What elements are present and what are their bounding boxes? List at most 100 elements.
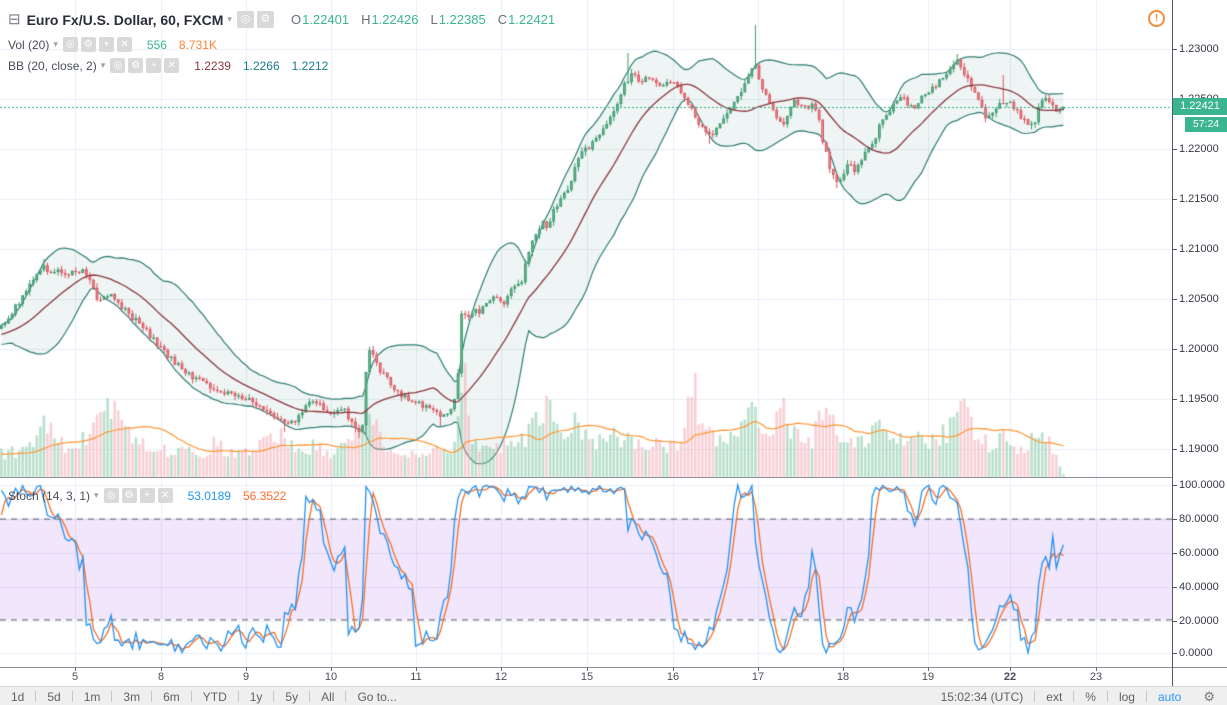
price-axis-tick: 1.19000 bbox=[1173, 443, 1219, 455]
range-button-1m[interactable]: 1m bbox=[83, 689, 101, 704]
chevron-down-icon[interactable]: ▾ bbox=[94, 490, 99, 500]
price-axis-tick: 1.20000 bbox=[1173, 343, 1219, 355]
time-axis-label: 15 bbox=[580, 671, 594, 683]
toolbar-divider bbox=[111, 691, 113, 702]
pane-separator[interactable] bbox=[0, 477, 1227, 478]
time-tick-mark bbox=[1010, 667, 1011, 671]
plus-icon[interactable]: + bbox=[98, 37, 114, 52]
collapse-pane-icon[interactable]: ⊟ bbox=[8, 10, 21, 28]
high-label: H bbox=[361, 12, 371, 27]
price-axis-tick: 0.0000 bbox=[1173, 647, 1213, 659]
stoch-k-value: 53.0189 bbox=[187, 488, 231, 503]
time-tick-mark bbox=[587, 667, 588, 671]
gear-icon[interactable]: ⚙ bbox=[256, 11, 274, 28]
chevron-down-icon[interactable]: ▾ bbox=[53, 39, 58, 49]
price-axis-tick: 1.23000 bbox=[1173, 43, 1219, 55]
open-label: O bbox=[290, 12, 302, 27]
chart-canvas[interactable] bbox=[0, 0, 1172, 667]
volume-ma-value: 8.731K bbox=[178, 37, 217, 52]
toolbar-divider bbox=[71, 691, 73, 702]
time-axis-label: 23 bbox=[1089, 671, 1103, 683]
bb-basis-value: 1.2239 bbox=[194, 58, 231, 73]
stoch-indicator-label[interactable]: Stoch (14, 3, 1) bbox=[8, 488, 91, 503]
price-axis-border bbox=[1172, 0, 1173, 686]
toolbar-divider bbox=[273, 691, 275, 702]
time-tick-mark bbox=[246, 667, 247, 671]
toolbar-divider bbox=[151, 691, 153, 702]
range-button-all[interactable]: All bbox=[321, 689, 335, 704]
eye-icon[interactable]: ◎ bbox=[103, 488, 119, 503]
bb-lower-value: 1.2212 bbox=[291, 58, 329, 73]
time-axis-label: 5 bbox=[71, 671, 79, 683]
toolbar-divider bbox=[309, 691, 311, 702]
time-axis-label: 11 bbox=[410, 671, 422, 683]
time-axis-label: 17 bbox=[751, 671, 765, 683]
gear-icon[interactable]: ⚙ bbox=[128, 58, 144, 73]
toolbar-divider bbox=[237, 691, 239, 702]
close-label: C bbox=[497, 12, 508, 27]
toolbar-divider bbox=[1073, 691, 1075, 702]
time-tick-mark bbox=[331, 667, 332, 671]
bottom-toolbar: 1d 5d 1m 3m 6m YTD 1y 5y All Go to... 15:02:34 (… bbox=[0, 686, 1227, 705]
price-axis-tick: 80.0000 bbox=[1173, 513, 1219, 525]
bb-indicator-label[interactable]: BB (20, close, 2) bbox=[8, 58, 97, 73]
warning-icon[interactable]: ! bbox=[1148, 10, 1165, 27]
gear-icon[interactable]: ⚙ bbox=[80, 37, 96, 52]
gear-icon[interactable]: ⚙ bbox=[121, 488, 137, 503]
range-button-5y[interactable]: 5y bbox=[285, 689, 299, 704]
toolbar-button-auto[interactable]: auto bbox=[1157, 689, 1182, 704]
chevron-down-icon[interactable]: ▾ bbox=[227, 14, 232, 24]
range-button-3m[interactable]: 3m bbox=[123, 689, 141, 704]
time-axis-label: 18 bbox=[836, 671, 850, 683]
time-axis-label: 22 bbox=[1003, 671, 1017, 683]
high-value: 1.22426 bbox=[371, 12, 419, 27]
visibility-toggle-icon[interactable]: ◎ bbox=[236, 11, 254, 28]
close-icon[interactable]: ✕ bbox=[164, 58, 180, 73]
gear-icon[interactable]: ⚙ bbox=[1203, 688, 1215, 704]
range-button-6m[interactable]: 6m bbox=[163, 689, 180, 704]
time-axis-separator bbox=[0, 667, 1227, 668]
toolbar-divider bbox=[190, 691, 192, 702]
plus-icon[interactable]: + bbox=[146, 58, 162, 73]
time-axis[interactable]: 5 8 9 10 11 12 15 16 17 18 19 22 23 bbox=[0, 667, 1172, 686]
chevron-down-icon[interactable]: ▾ bbox=[100, 60, 106, 70]
range-button-5d[interactable]: 5d bbox=[47, 689, 61, 704]
time-axis-label: 9 bbox=[242, 671, 250, 683]
goto-button[interactable]: Go to... bbox=[357, 689, 397, 704]
price-axis-tick: 1.21500 bbox=[1173, 193, 1219, 205]
time-tick-mark bbox=[843, 667, 844, 671]
volume-current-value: 556 bbox=[146, 37, 167, 52]
close-icon[interactable]: ✕ bbox=[157, 488, 173, 503]
price-axis-tick: 1.22000 bbox=[1173, 143, 1219, 155]
clock-utc[interactable]: 15:02:34 (UTC) bbox=[940, 689, 1024, 704]
toolbar-divider bbox=[35, 691, 37, 702]
range-button-1y[interactable]: 1y bbox=[249, 689, 263, 704]
toolbar-button-ext[interactable]: ext bbox=[1046, 689, 1063, 704]
price-axis-tick: 1.19500 bbox=[1173, 393, 1219, 405]
price-axis-tick: 20.0000 bbox=[1173, 615, 1219, 627]
range-button-1d[interactable]: 1d bbox=[11, 689, 25, 704]
time-tick-mark bbox=[416, 667, 417, 671]
plus-icon[interactable]: + bbox=[139, 488, 155, 503]
range-button-ytd[interactable]: YTD bbox=[202, 689, 227, 704]
price-axis-tick: 60.0000 bbox=[1173, 547, 1219, 559]
ohlc-readout: O1.22401 H1.22426 L1.22385 C1.22421 bbox=[291, 12, 567, 27]
time-axis-label: 16 bbox=[666, 671, 680, 683]
close-value: 1.22421 bbox=[508, 12, 556, 27]
bar-countdown-badge: 57:24 bbox=[1185, 117, 1227, 132]
time-axis-label: 10 bbox=[324, 671, 338, 683]
price-axis-tick: 40.0000 bbox=[1173, 581, 1219, 593]
close-icon[interactable]: ✕ bbox=[116, 37, 132, 52]
volume-indicator-label[interactable]: Vol (20) bbox=[8, 37, 50, 52]
toolbar-button-percent[interactable]: % bbox=[1085, 689, 1096, 704]
time-tick-mark bbox=[1096, 667, 1097, 671]
low-label: L bbox=[430, 12, 438, 27]
open-value: 1.22401 bbox=[302, 12, 350, 27]
symbol-title[interactable]: Euro Fx/U.S. Dollar, 60, FXCM bbox=[26, 11, 224, 28]
eye-icon[interactable]: ◎ bbox=[62, 37, 78, 52]
price-axis-tick: 1.21000 bbox=[1173, 243, 1219, 255]
stoch-d-value: 56.3522 bbox=[242, 488, 287, 503]
toolbar-button-log[interactable]: log bbox=[1118, 689, 1135, 704]
eye-icon[interactable]: ◎ bbox=[110, 58, 126, 73]
